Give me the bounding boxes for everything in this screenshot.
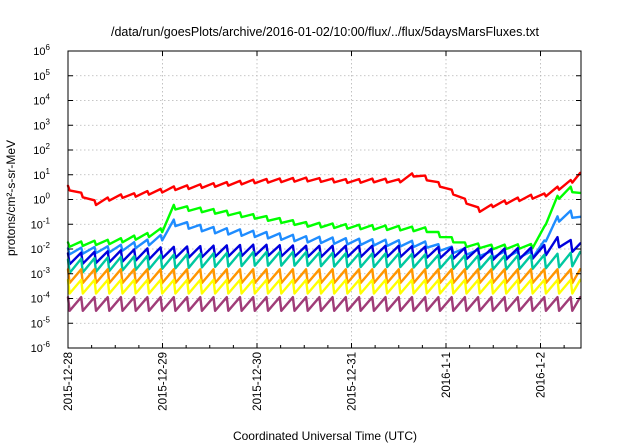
y-tick-label: 105 — [33, 68, 50, 83]
y-tick-label: 10-1 — [31, 216, 51, 231]
x-tick-label: 2015-12-28 — [63, 352, 75, 411]
series-line — [66, 278, 582, 295]
series-line — [66, 185, 582, 251]
x-tick-label: 2015-12-30 — [252, 352, 264, 411]
y-tick-label: 106 — [33, 43, 50, 58]
y-tick-label: 103 — [33, 117, 50, 132]
x-tick-label: 2016-1-1 — [441, 352, 453, 398]
y-axis-label: protons/cm²-s-sr-MeV — [4, 140, 18, 256]
y-tick-label: 102 — [33, 142, 50, 157]
y-tick-label: 10-6 — [31, 340, 51, 355]
y-tick-label: 10-5 — [31, 315, 51, 330]
series-line — [66, 171, 582, 214]
y-tick-label: 10-2 — [31, 241, 51, 256]
x-tick-label: 2015-12-31 — [347, 352, 359, 411]
x-axis-label: Coordinated Universal Time (UTC) — [233, 429, 417, 443]
chart-title: /data/run/goesPlots/archive/2016-01-02/1… — [111, 25, 540, 39]
y-axis: 10-6 10-5 10-4 10-3 10-2 10-1 100 101 102 103 104 1… — [31, 43, 581, 355]
x-tick-label: 2015-12-29 — [158, 352, 170, 411]
series-line — [66, 296, 582, 312]
grid — [68, 51, 581, 348]
series-group — [66, 171, 582, 312]
x-tick-label: 2016-1-2 — [536, 352, 548, 398]
x-axis: 2015-12-28 2015-12-29 2015-12-30 2015-12-31… — [63, 51, 565, 411]
y-tick-label: 101 — [33, 167, 50, 182]
y-tick-label: 10-4 — [31, 291, 51, 306]
y-tick-label: 10-3 — [31, 266, 51, 281]
series-line — [66, 250, 582, 275]
y-tick-label: 104 — [33, 93, 50, 108]
y-tick-label: 100 — [33, 192, 50, 207]
